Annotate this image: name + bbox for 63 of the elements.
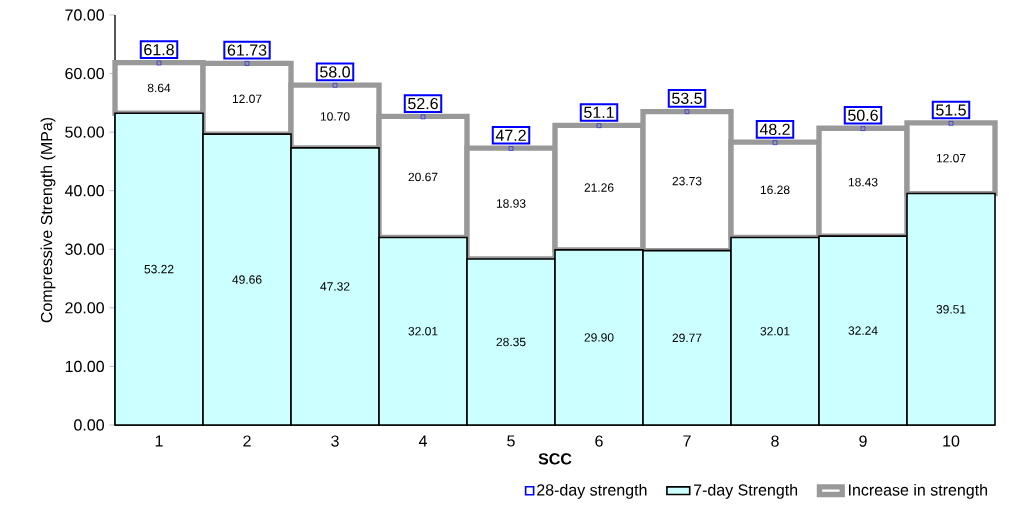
y-tick-label: 10.00: [65, 360, 104, 373]
y-tick-label: 20.00: [65, 302, 104, 314]
point: [860, 126, 866, 131]
y-tick-label: 30.00: [65, 243, 104, 255]
y-axis-title: Compressive Strength (MPa): [40, 117, 56, 323]
data-label: 39.51: [936, 305, 966, 314]
data-label: 61.73: [227, 44, 267, 56]
data-label: 50.6: [848, 109, 878, 121]
x-tick-label: 4: [418, 435, 427, 447]
point: [948, 121, 954, 126]
y-tick-label: 70.00: [65, 9, 104, 21]
data-label: 53.22: [144, 264, 174, 274]
data-label: 28.35: [496, 337, 526, 347]
y-tick-label: 60.00: [65, 67, 104, 80]
data-label: 49.66: [232, 275, 262, 284]
x-tick-label: 5: [507, 435, 515, 447]
data-label: 51.1: [584, 106, 614, 119]
x-tick-label: 3: [331, 435, 339, 447]
data-label: 51.5: [936, 104, 966, 116]
x-tick-label: 10: [943, 435, 960, 447]
point: [244, 61, 250, 66]
x-tick-label: 6: [595, 435, 603, 447]
data-label: 29.90: [584, 333, 614, 342]
data-label: 8.64: [147, 83, 171, 93]
data-label: 18.43: [848, 177, 878, 187]
data-label: 53.5: [672, 92, 702, 104]
x-tick-label: 2: [243, 435, 251, 447]
data-label: 23.73: [672, 176, 702, 186]
data-label: 21.26: [584, 183, 614, 192]
data-label: 20.67: [408, 172, 438, 182]
point: [156, 60, 162, 66]
point: [420, 114, 426, 120]
data-label: 58.0: [320, 66, 350, 78]
y-tick-label: 0.00: [74, 419, 104, 431]
y-tick-label: 50.00: [65, 126, 104, 138]
data-label: 32.24: [848, 326, 878, 335]
data-label: 47.2: [495, 129, 526, 141]
point: [508, 146, 514, 151]
data-label: 47.32: [320, 282, 350, 291]
legend-label: 28-day strength: [537, 483, 647, 499]
x-tick-label: 7: [683, 435, 691, 447]
data-label: 52.6: [408, 97, 438, 110]
data-label: 18.93: [496, 199, 526, 208]
x-tick-label: 8: [771, 435, 779, 447]
x-axis-title: SCC: [538, 453, 572, 465]
legend-label: 7-day Strength: [693, 483, 798, 499]
data-label: 10.70: [320, 112, 350, 121]
legend-label: Increase in strength: [849, 483, 988, 499]
data-label: 48.2: [759, 123, 790, 135]
point: [596, 123, 602, 128]
point: [772, 140, 778, 145]
data-label: 61.8: [144, 44, 174, 56]
data-label: 16.28: [760, 185, 790, 195]
x-tick-label: 9: [859, 435, 867, 447]
data-label: 32.01: [408, 326, 438, 336]
y-tick-label: 40.00: [64, 185, 104, 197]
x-tick-label: 1: [155, 435, 163, 447]
point: [684, 109, 690, 114]
data-label: 32.01: [760, 326, 790, 336]
data-label: 29.77: [672, 333, 702, 343]
data-label: 12.07: [232, 94, 262, 104]
point: [332, 83, 338, 88]
data-label: 12.07: [936, 153, 966, 163]
